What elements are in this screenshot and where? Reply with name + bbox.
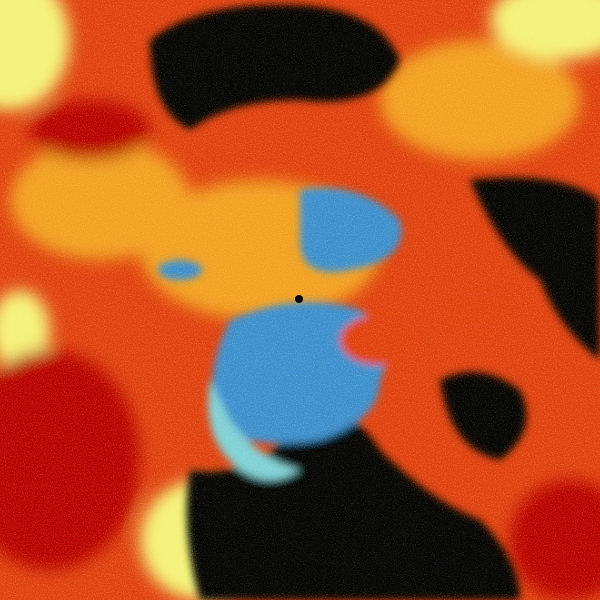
radar-site-marker xyxy=(295,295,303,303)
